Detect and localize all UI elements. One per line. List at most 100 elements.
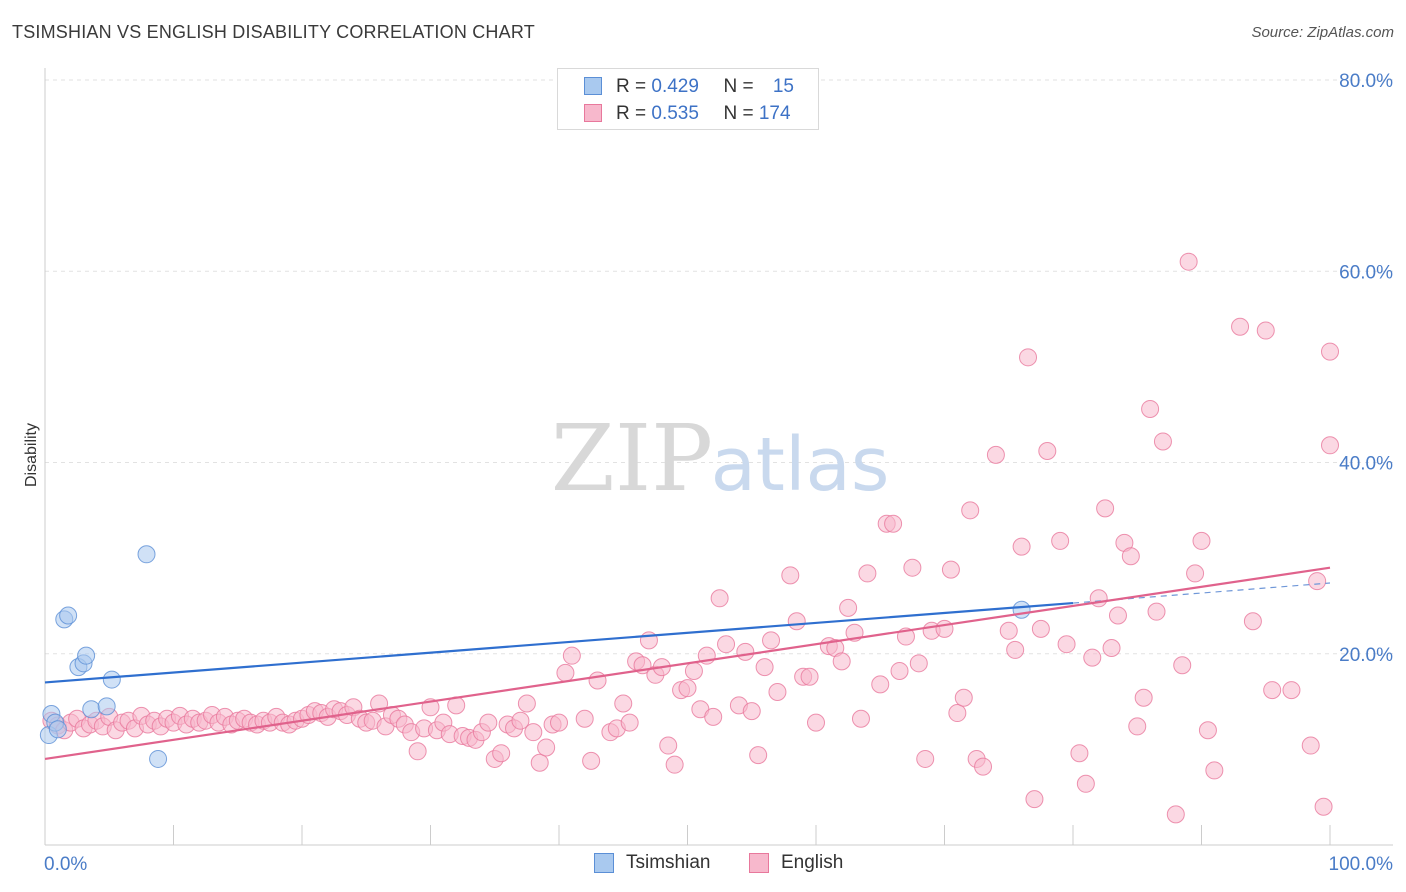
data-point: [909, 654, 928, 673]
legend-r-label: R =: [616, 76, 652, 97]
data-point: [1153, 432, 1172, 451]
x-tick-label: 0.0%: [44, 854, 87, 875]
data-point: [807, 713, 825, 732]
grid: [45, 79, 1393, 655]
data-point: [954, 688, 973, 707]
data-point: [511, 711, 530, 730]
data-point: [492, 744, 511, 763]
legend-swatch-english: [584, 104, 602, 122]
data-point: [479, 713, 498, 732]
data-point: [684, 661, 703, 680]
data-point: [851, 709, 870, 728]
legend-r-value: 0.429: [651, 76, 699, 97]
data-point: [974, 757, 993, 776]
trend-line-extension: [1072, 582, 1331, 604]
data-point: [102, 670, 121, 689]
data-point: [1308, 572, 1327, 591]
data-point: [1121, 547, 1140, 566]
data-point: [149, 749, 168, 768]
watermark-atlas: atlas: [711, 422, 890, 508]
chart-source: Source: ZipAtlas.com: [1251, 24, 1394, 41]
data-point: [1076, 774, 1095, 793]
data-point: [1012, 537, 1031, 556]
watermark: ZIP atlas: [551, 405, 890, 512]
y-tick-label: 60.0%: [1339, 262, 1393, 283]
data-point: [77, 646, 96, 665]
data-point: [787, 612, 806, 631]
data-point: [524, 723, 543, 742]
data-point: [659, 736, 678, 755]
data-point: [916, 749, 935, 768]
data-point: [1263, 681, 1282, 700]
data-point: [941, 560, 960, 579]
data-point: [588, 671, 607, 690]
y-tick-label: 40.0%: [1339, 454, 1393, 475]
data-point: [678, 679, 697, 698]
x-tick-label: 100.0%: [1329, 854, 1394, 875]
y-axis-label: Disability: [23, 423, 40, 488]
tick-labels: 20.0% 40.0% 60.0% 80.0% 0.0% 100.0%: [44, 71, 1393, 875]
data-point: [1147, 602, 1166, 621]
data-point: [1321, 436, 1339, 455]
data-point: [575, 709, 594, 728]
data-point: [1012, 600, 1031, 619]
data-point: [1179, 252, 1198, 271]
data-point: [736, 642, 755, 661]
data-point: [530, 753, 549, 772]
data-point: [1186, 564, 1205, 583]
data-point: [749, 746, 768, 765]
trend-lines: [44, 566, 1331, 761]
data-point: [1173, 656, 1192, 675]
data-point: [948, 704, 967, 723]
legend-label-english: English: [781, 852, 844, 873]
data-point: [762, 631, 781, 650]
data-point: [704, 707, 723, 726]
data-point: [903, 558, 922, 577]
legend-swatch-english: [749, 853, 769, 873]
data-point: [742, 702, 761, 721]
data-point: [556, 663, 575, 682]
data-point: [1108, 606, 1127, 625]
data-point: [517, 694, 536, 713]
data-point: [665, 755, 684, 774]
data-point: [1282, 681, 1301, 700]
data-point: [97, 697, 116, 716]
data-point: [48, 720, 67, 739]
legend-n-label: N =: [723, 76, 759, 97]
data-point: [1321, 342, 1339, 361]
data-point: [1019, 348, 1038, 367]
data-point: [562, 646, 581, 665]
data-point: [935, 619, 954, 638]
data-point: [550, 713, 568, 732]
data-point: [890, 661, 909, 680]
data-point: [999, 621, 1018, 640]
data-point: [1301, 736, 1320, 755]
legend-n-value: 174: [758, 103, 791, 124]
data-point: [755, 658, 774, 677]
data-point: [1205, 761, 1224, 780]
data-point: [871, 675, 890, 694]
data-point: [781, 566, 800, 585]
chart-title: TSIMSHIAN VS ENGLISH DISABILITY CORRELAT…: [12, 22, 535, 42]
y-tick-label: 80.0%: [1339, 71, 1393, 92]
data-point: [1314, 797, 1333, 816]
legend-n-value: 15: [772, 76, 794, 97]
english-points: [42, 252, 1339, 824]
data-point: [1083, 648, 1102, 667]
legend-label-tsimshian: Tsimshian: [626, 852, 711, 873]
watermark-zip: ZIP: [551, 405, 713, 512]
data-point: [408, 742, 427, 761]
data-point: [620, 713, 639, 732]
data-point: [1096, 499, 1115, 518]
data-point: [768, 683, 787, 701]
data-point: [717, 635, 736, 654]
trend-line: [44, 601, 1074, 684]
legend-r-value: 0.535: [651, 103, 699, 124]
data-point: [1198, 721, 1217, 740]
data-point: [1166, 805, 1185, 824]
legend-swatch-tsimshian: [594, 853, 614, 873]
legend-r-label: R =: [616, 103, 652, 124]
data-point: [839, 598, 858, 617]
axes: [44, 68, 1393, 846]
